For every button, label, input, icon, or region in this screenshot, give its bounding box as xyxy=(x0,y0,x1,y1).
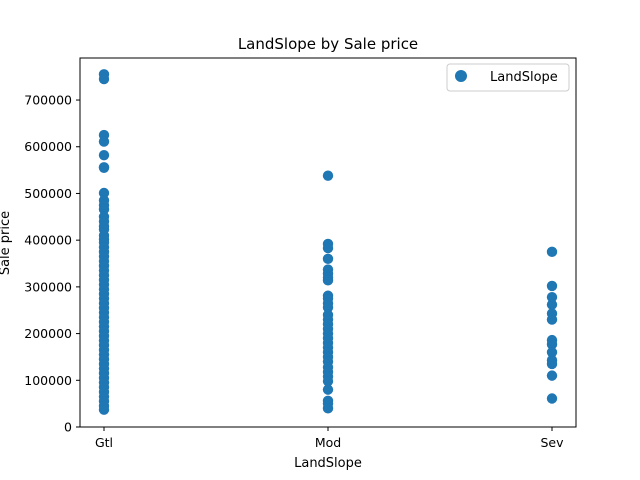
y-axis-label: Sale price xyxy=(0,211,13,275)
chart-title: LandSlope by Sale price xyxy=(238,35,418,53)
scatter-point xyxy=(546,291,558,303)
y-tick-label: 0 xyxy=(64,420,72,435)
y-tick-label: 400000 xyxy=(24,233,72,248)
scatter-point xyxy=(322,170,334,181)
scatter-point xyxy=(322,403,334,414)
scatter-point xyxy=(546,393,558,404)
scatter-point xyxy=(98,162,110,173)
scatter-point xyxy=(98,204,110,215)
scatter-point xyxy=(546,347,558,358)
scatter-point xyxy=(546,314,558,325)
x-axis-label: LandSlope xyxy=(294,456,362,471)
y-tick-label: 300000 xyxy=(24,279,72,294)
scatter-point xyxy=(98,404,110,415)
legend-box xyxy=(446,63,570,92)
scatter-point xyxy=(546,339,558,350)
x-tick-label: Sev xyxy=(540,435,564,450)
y-tick-label: 500000 xyxy=(24,186,72,201)
scatter-point xyxy=(546,370,558,381)
y-tick-label: 200000 xyxy=(24,326,72,341)
scatter-point xyxy=(98,136,110,147)
scatter-point xyxy=(322,302,334,313)
x-tick-label: Mod xyxy=(315,435,341,450)
scatter-point xyxy=(98,73,110,85)
scatter-point xyxy=(322,384,334,395)
x-axis: Gtl Mod Sev xyxy=(95,427,564,450)
y-tick-label: 600000 xyxy=(24,139,72,154)
scatter-point xyxy=(546,280,558,292)
y-tick-label: 700000 xyxy=(24,93,72,108)
scatter-point xyxy=(546,299,558,310)
legend: LandSlope xyxy=(446,63,570,92)
scatter-point xyxy=(322,275,334,286)
scatter-point xyxy=(98,187,110,199)
scatter-point xyxy=(322,242,334,254)
scatter-point xyxy=(546,358,558,370)
scatter-point xyxy=(546,246,558,258)
legend-label: LandSlope xyxy=(490,70,558,85)
scatter-point xyxy=(322,253,334,265)
x-tick-label: Gtl xyxy=(95,435,113,450)
y-tick-label: 100000 xyxy=(24,373,72,388)
legend-marker xyxy=(455,70,467,82)
y-axis: 0 100000 200000 300000 400000 500000 600000 700… xyxy=(24,93,80,435)
scatter-point xyxy=(98,149,110,161)
scatter-point xyxy=(322,376,334,387)
points-layer xyxy=(98,69,558,415)
